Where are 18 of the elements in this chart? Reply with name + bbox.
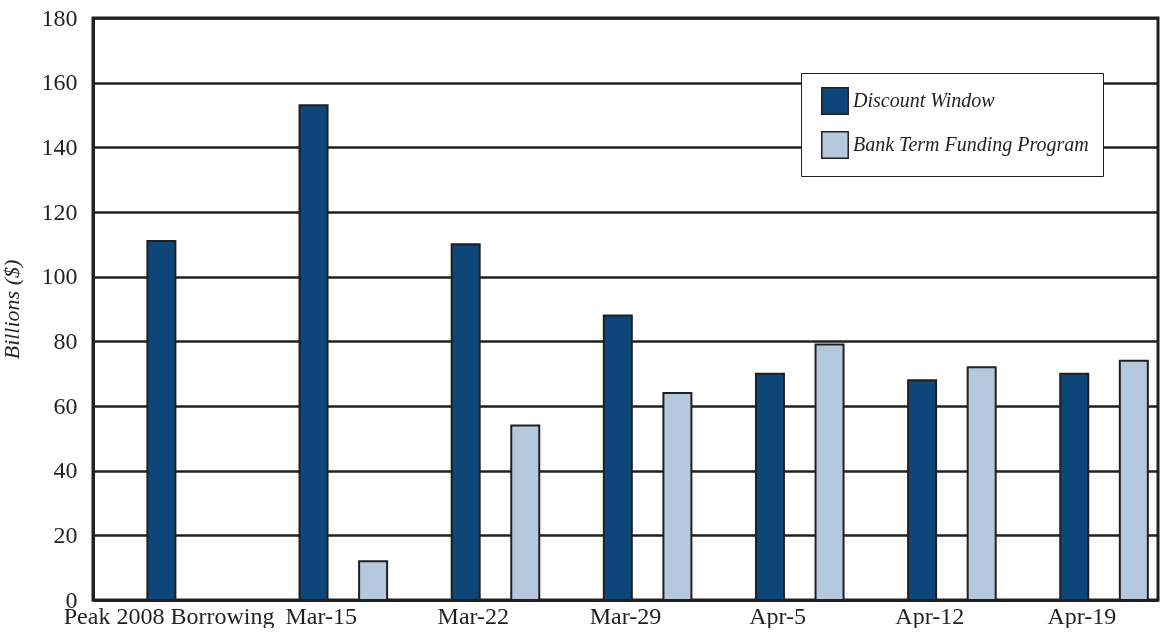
x-tick-label: Mar-22 xyxy=(437,602,510,629)
y-tick-label: 40 xyxy=(53,457,78,484)
x-tick-label: Mar-29 xyxy=(589,602,662,629)
y-tick-label: 160 xyxy=(41,69,78,96)
x-tick-label: Apr-19 xyxy=(1047,602,1117,629)
y-tick-label: 60 xyxy=(53,392,78,419)
x-tick-label: Mar-15 xyxy=(285,602,357,629)
y-tick-label: 140 xyxy=(41,133,78,160)
y-tick-label: 180 xyxy=(41,4,78,31)
y-axis-title: Billions ($) xyxy=(0,259,24,360)
y-tick-label: 80 xyxy=(53,327,78,354)
y-tick-label: 100 xyxy=(41,263,78,290)
legend-label: Discount Window xyxy=(852,89,996,111)
y-tick-label: 120 xyxy=(41,198,78,225)
y-tick-label: 20 xyxy=(53,521,78,548)
x-tick-label: Apr-5 xyxy=(749,602,807,629)
x-tick-label: Apr-12 xyxy=(895,602,965,629)
legend-label: Bank Term Funding Program xyxy=(853,133,1089,156)
